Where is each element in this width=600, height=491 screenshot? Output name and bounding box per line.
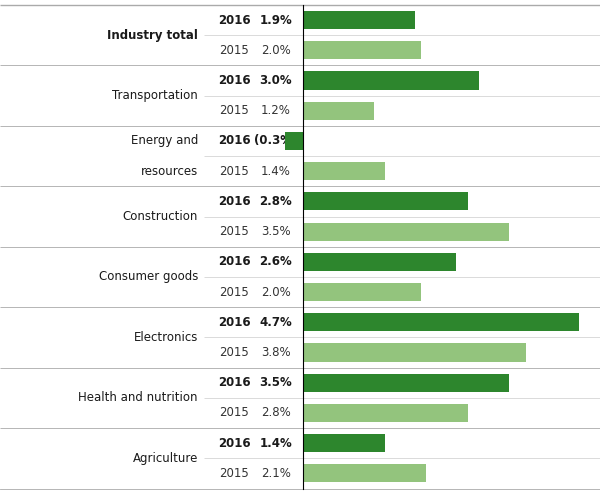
Text: 2016: 2016 [218, 376, 250, 389]
FancyBboxPatch shape [303, 313, 580, 331]
Text: resources: resources [141, 164, 198, 178]
FancyBboxPatch shape [303, 192, 467, 211]
FancyBboxPatch shape [303, 434, 385, 452]
Text: 3.5%: 3.5% [261, 225, 291, 238]
Text: 2015: 2015 [219, 407, 249, 419]
FancyBboxPatch shape [303, 374, 509, 392]
Text: 2015: 2015 [219, 286, 249, 299]
FancyBboxPatch shape [303, 253, 456, 271]
FancyBboxPatch shape [303, 464, 427, 483]
FancyBboxPatch shape [303, 283, 421, 301]
Text: Transportation: Transportation [112, 89, 198, 102]
Text: 4.7%: 4.7% [260, 316, 292, 329]
Text: Agriculture: Agriculture [133, 452, 198, 465]
Text: Health and nutrition: Health and nutrition [79, 391, 198, 405]
Text: 2.1%: 2.1% [261, 467, 291, 480]
Text: 2015: 2015 [219, 164, 249, 178]
Text: 2015: 2015 [219, 467, 249, 480]
Text: 2.0%: 2.0% [261, 44, 291, 57]
Text: Electronics: Electronics [134, 331, 198, 344]
FancyBboxPatch shape [303, 102, 374, 120]
Text: 1.2%: 1.2% [261, 104, 291, 117]
Text: (0.3%): (0.3%) [254, 135, 298, 147]
FancyBboxPatch shape [303, 222, 509, 241]
Text: 2016: 2016 [218, 316, 250, 329]
Text: 2016: 2016 [218, 74, 250, 87]
FancyBboxPatch shape [286, 132, 303, 150]
Text: 2015: 2015 [219, 104, 249, 117]
FancyBboxPatch shape [303, 41, 421, 59]
Text: 2015: 2015 [219, 44, 249, 57]
Text: 2016: 2016 [218, 255, 250, 269]
Text: 3.8%: 3.8% [261, 346, 291, 359]
Text: 2.8%: 2.8% [260, 195, 292, 208]
Text: Energy and: Energy and [131, 135, 198, 147]
Text: 2016: 2016 [218, 135, 250, 147]
Text: 2.6%: 2.6% [260, 255, 292, 269]
Text: 3.0%: 3.0% [260, 74, 292, 87]
Text: 1.4%: 1.4% [260, 436, 292, 450]
Text: 2016: 2016 [218, 436, 250, 450]
FancyBboxPatch shape [303, 162, 385, 180]
Text: 2016: 2016 [218, 195, 250, 208]
Text: Industry total: Industry total [107, 28, 198, 42]
Text: 3.5%: 3.5% [260, 376, 292, 389]
Text: 1.9%: 1.9% [260, 14, 292, 27]
FancyBboxPatch shape [303, 71, 479, 89]
Text: Consumer goods: Consumer goods [98, 271, 198, 283]
FancyBboxPatch shape [303, 11, 415, 29]
Text: 2.0%: 2.0% [261, 286, 291, 299]
Text: 2015: 2015 [219, 346, 249, 359]
FancyBboxPatch shape [303, 404, 467, 422]
Text: 1.4%: 1.4% [261, 164, 291, 178]
FancyBboxPatch shape [303, 344, 526, 361]
Text: 2016: 2016 [218, 14, 250, 27]
Text: 2015: 2015 [219, 225, 249, 238]
Text: 2.8%: 2.8% [261, 407, 291, 419]
Text: Construction: Construction [122, 210, 198, 223]
